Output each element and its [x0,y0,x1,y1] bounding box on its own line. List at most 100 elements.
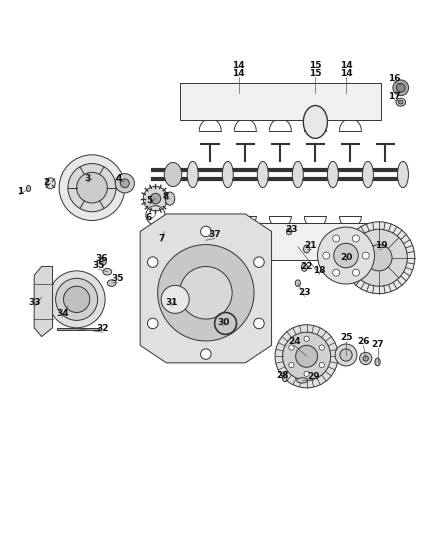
Circle shape [143,187,168,211]
Ellipse shape [399,101,403,104]
Circle shape [350,229,407,286]
Text: 14: 14 [340,69,352,78]
Circle shape [56,278,98,320]
Ellipse shape [99,257,106,265]
Circle shape [64,286,90,312]
Ellipse shape [283,375,287,382]
Ellipse shape [327,161,338,188]
Text: 8: 8 [162,192,169,201]
Polygon shape [34,266,53,336]
Text: 36: 36 [95,254,108,263]
Ellipse shape [223,161,233,188]
Ellipse shape [46,178,55,189]
Circle shape [68,164,116,212]
Ellipse shape [286,228,292,235]
Text: 35: 35 [92,261,105,270]
Text: 26: 26 [357,337,370,346]
Ellipse shape [187,161,198,188]
Text: 35: 35 [111,274,124,283]
Text: 15: 15 [309,61,321,70]
Circle shape [120,179,129,188]
Circle shape [254,318,264,329]
Circle shape [352,269,359,276]
Circle shape [59,155,125,221]
Ellipse shape [304,245,310,253]
Text: 19: 19 [375,241,387,250]
Circle shape [180,266,232,319]
Text: 7: 7 [158,233,164,243]
Text: 32: 32 [97,324,109,333]
Text: 1: 1 [17,187,23,196]
Text: 37: 37 [208,230,221,239]
Circle shape [340,349,352,361]
Circle shape [363,356,368,361]
Circle shape [335,344,357,366]
Circle shape [289,345,294,350]
Circle shape [304,336,309,342]
Bar [180,223,381,260]
Ellipse shape [295,280,300,286]
Circle shape [318,227,374,284]
Ellipse shape [297,378,307,383]
Text: 21: 21 [305,241,317,250]
Polygon shape [140,214,272,363]
Text: 14: 14 [233,69,245,78]
Circle shape [148,318,158,329]
Circle shape [201,349,211,359]
Text: 6: 6 [146,213,152,222]
Ellipse shape [293,161,304,188]
Circle shape [296,345,318,367]
Text: 4: 4 [116,174,122,183]
Circle shape [201,226,211,237]
Text: 33: 33 [29,298,41,307]
Ellipse shape [107,280,116,286]
Circle shape [360,352,372,365]
Text: 14: 14 [233,61,245,70]
Circle shape [362,252,369,259]
Text: 3: 3 [85,174,91,183]
Text: 22: 22 [300,262,313,271]
Circle shape [333,269,340,276]
Text: 16: 16 [388,74,400,83]
Circle shape [283,332,331,381]
Circle shape [334,243,358,268]
Text: 2: 2 [43,178,49,187]
Circle shape [150,193,161,204]
Text: 24: 24 [288,337,300,346]
Ellipse shape [165,192,175,205]
Circle shape [343,222,415,294]
Bar [180,83,381,120]
Circle shape [333,235,340,242]
Circle shape [323,252,330,259]
Ellipse shape [375,358,380,366]
Circle shape [319,345,325,350]
Circle shape [393,80,409,96]
Circle shape [319,362,325,368]
Ellipse shape [396,98,406,106]
Text: 25: 25 [340,333,352,342]
Text: 23: 23 [298,288,311,297]
Text: 5: 5 [147,196,153,205]
Ellipse shape [303,106,328,139]
Text: 31: 31 [166,298,178,307]
Circle shape [366,245,392,271]
Circle shape [115,174,134,193]
Circle shape [352,235,359,242]
Circle shape [77,172,107,203]
Text: 34: 34 [56,309,68,318]
Text: 18: 18 [314,266,326,276]
Circle shape [304,371,309,376]
Text: 17: 17 [388,92,400,101]
Circle shape [396,84,405,92]
Circle shape [254,257,264,268]
Text: 15: 15 [309,69,321,78]
Circle shape [48,271,105,328]
Ellipse shape [398,161,409,188]
Bar [57,328,99,330]
Text: 20: 20 [340,253,352,262]
Ellipse shape [103,269,112,275]
Text: 30: 30 [217,318,230,327]
Circle shape [275,325,338,388]
Text: 29: 29 [307,373,319,382]
Text: 14: 14 [340,61,352,70]
